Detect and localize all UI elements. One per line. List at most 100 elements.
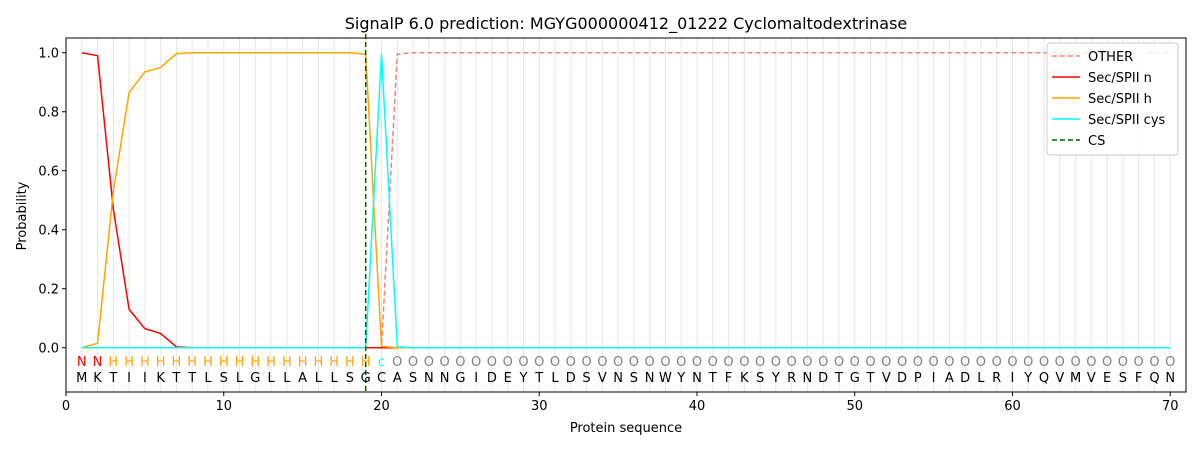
region-label: H bbox=[187, 355, 197, 370]
region-label: O bbox=[992, 355, 1002, 370]
region-label: H bbox=[156, 355, 166, 370]
region-label: H bbox=[345, 355, 355, 370]
region-label: H bbox=[219, 355, 229, 370]
sequence-letter: Y bbox=[1023, 371, 1032, 386]
region-label: O bbox=[1134, 355, 1144, 370]
sequence-letter: T bbox=[708, 371, 717, 386]
sequence-letter: T bbox=[834, 371, 843, 386]
region-label: O bbox=[834, 355, 844, 370]
sequence-letter: K bbox=[740, 371, 749, 386]
region-label: H bbox=[108, 355, 118, 370]
x-axis-label: Protein sequence bbox=[570, 421, 682, 436]
sequence-letter: L bbox=[283, 371, 291, 386]
y-tick-label: 0.8 bbox=[38, 105, 59, 120]
region-label: H bbox=[361, 355, 371, 370]
legend-label: Sec/SPII n bbox=[1088, 71, 1152, 86]
region-label: O bbox=[755, 355, 765, 370]
sequence-letter: M bbox=[1070, 371, 1081, 386]
x-tick-label: 30 bbox=[531, 399, 548, 414]
sequence-letter: T bbox=[171, 371, 180, 386]
sequence-letter: S bbox=[220, 371, 228, 386]
sequence-letter: Q bbox=[1149, 371, 1159, 386]
sequence-letter: V bbox=[882, 371, 891, 386]
sequence-letter: N bbox=[645, 371, 655, 386]
sequence-letter: I bbox=[474, 371, 478, 386]
region-label: O bbox=[1007, 355, 1017, 370]
sequence-letter: K bbox=[93, 371, 102, 386]
region-label: O bbox=[676, 355, 686, 370]
region-label: O bbox=[1070, 355, 1080, 370]
chart-title: SignalP 6.0 prediction: MGYG000000412_01… bbox=[345, 14, 908, 34]
region-label: H bbox=[314, 355, 324, 370]
sequence-letter: N bbox=[613, 371, 623, 386]
sequence-letter: L bbox=[204, 371, 212, 386]
region-label: O bbox=[850, 355, 860, 370]
sequence-letter: D bbox=[960, 371, 970, 386]
region-label: O bbox=[897, 355, 907, 370]
region-label: O bbox=[455, 355, 465, 370]
region-label: c bbox=[378, 355, 385, 370]
sequence-letter: S bbox=[630, 371, 638, 386]
region-label: H bbox=[266, 355, 276, 370]
region-label: N bbox=[77, 355, 87, 370]
region-label: O bbox=[1055, 355, 1065, 370]
sequence-letter: I bbox=[1011, 371, 1015, 386]
legend-label: CS bbox=[1088, 134, 1105, 149]
region-label: H bbox=[140, 355, 150, 370]
region-label: O bbox=[692, 355, 702, 370]
region-label: O bbox=[424, 355, 434, 370]
sequence-letter: N bbox=[803, 371, 813, 386]
region-label: O bbox=[1118, 355, 1128, 370]
region-label: O bbox=[865, 355, 875, 370]
sequence-letter: V bbox=[1087, 371, 1096, 386]
region-label: O bbox=[439, 355, 449, 370]
region-label: O bbox=[771, 355, 781, 370]
y-tick-label: 0.6 bbox=[38, 164, 59, 179]
region-label: O bbox=[976, 355, 986, 370]
series-line bbox=[81, 52, 1171, 349]
x-tick-label: 50 bbox=[846, 399, 863, 414]
region-label: O bbox=[597, 355, 607, 370]
region-label: H bbox=[124, 355, 134, 370]
sequence-letter: G bbox=[250, 371, 260, 386]
region-label: O bbox=[566, 355, 576, 370]
sequence-letter: I bbox=[127, 371, 131, 386]
region-label: H bbox=[203, 355, 213, 370]
sequence-letter: E bbox=[1103, 371, 1111, 386]
sequence-letter: L bbox=[267, 371, 275, 386]
sequence-letter: N bbox=[440, 371, 450, 386]
region-label: H bbox=[235, 355, 245, 370]
sequence-letter: L bbox=[977, 371, 985, 386]
legend-label: OTHER bbox=[1088, 50, 1133, 65]
sequence-letter: C bbox=[377, 371, 386, 386]
region-label: O bbox=[1165, 355, 1175, 370]
sequence-letter: S bbox=[1119, 371, 1127, 386]
region-label: O bbox=[944, 355, 954, 370]
sequence-letter: Y bbox=[676, 371, 685, 386]
sequence-letter: S bbox=[756, 371, 764, 386]
sequence-letter: A bbox=[298, 371, 307, 386]
region-label: O bbox=[408, 355, 418, 370]
sequence-letter: I bbox=[143, 371, 147, 386]
x-tick-label: 20 bbox=[373, 399, 390, 414]
plot-frame bbox=[65, 37, 1187, 393]
region-label: O bbox=[518, 355, 528, 370]
sequence-letter: T bbox=[187, 371, 196, 386]
x-tick-label: 70 bbox=[1162, 399, 1179, 414]
sequence-letter: V bbox=[1055, 371, 1064, 386]
region-label: O bbox=[487, 355, 497, 370]
sequence-letter: F bbox=[1135, 371, 1142, 386]
sequence-letter: R bbox=[787, 371, 796, 386]
series-line bbox=[81, 54, 1171, 349]
y-axis-ticks: 0.0 0.2 0.4 0.6 0.8 1.0 bbox=[38, 46, 66, 356]
sequence-letter: W bbox=[659, 371, 672, 386]
sequence-letter: P bbox=[914, 371, 922, 386]
y-tick-label: 0.2 bbox=[38, 282, 59, 297]
sequence-letter: D bbox=[818, 371, 828, 386]
region-label: O bbox=[928, 355, 938, 370]
series-lines bbox=[81, 34, 1171, 392]
region-label: O bbox=[645, 355, 655, 370]
region-label: O bbox=[550, 355, 560, 370]
y-tick-label: 1.0 bbox=[38, 46, 59, 61]
